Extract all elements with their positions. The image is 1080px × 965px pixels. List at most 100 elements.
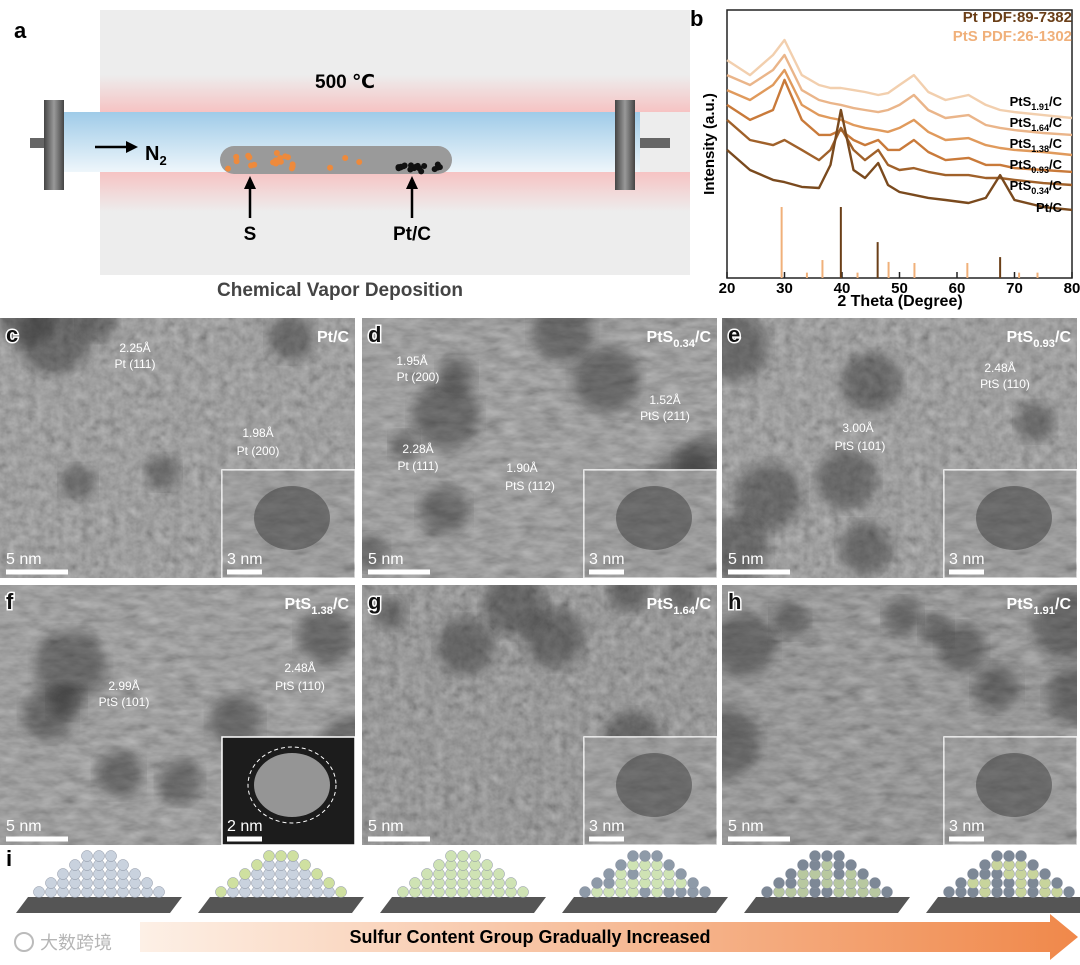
sulfur-particle [233, 158, 240, 165]
atom [81, 850, 93, 862]
atom [615, 859, 627, 871]
atom [481, 859, 493, 871]
atom [275, 850, 287, 862]
inset-scale-label: 2 nm [227, 818, 263, 835]
particle [34, 630, 107, 702]
lattice-note: 2.48Å [984, 360, 1015, 375]
sample-label: PtS1.91/C [1007, 596, 1072, 617]
particle [839, 522, 893, 575]
scale-label: 5 nm [728, 818, 764, 835]
particle [722, 613, 776, 677]
panel-letter: d [368, 322, 381, 347]
inset-scale-label: 3 nm [949, 818, 985, 835]
particle [771, 601, 809, 639]
sample-label: PtS1.38/C [285, 596, 350, 617]
atom [251, 859, 263, 871]
inset-particle [976, 486, 1052, 550]
sulfur-particle [273, 149, 280, 156]
label-base: PtS [647, 596, 674, 613]
xrd-curve [726, 68, 1073, 157]
atom [45, 877, 57, 889]
x-tick-label: 60 [949, 280, 966, 297]
atom [227, 877, 239, 889]
tem-panel: f PtS1.38/C 2.99Å PtS (101) 2.48Å PtS (110) 5 … [0, 585, 355, 845]
tem-image [722, 318, 1077, 578]
sulfur-particle [288, 165, 295, 172]
atom [239, 868, 251, 880]
subscript: 2 [159, 153, 166, 168]
particle [95, 750, 143, 797]
lattice-note: 1.98Å [242, 425, 273, 440]
flow-arrow-head [126, 141, 138, 153]
sample-label: Pt/C [317, 329, 349, 346]
scale-label: 5 nm [368, 818, 404, 835]
panel-letter: i [6, 846, 12, 871]
tem-image [0, 585, 355, 845]
atom [761, 886, 773, 898]
atom [1051, 877, 1063, 889]
x-tick-label: 80 [1064, 280, 1080, 297]
lattice-note: PtS (101) [835, 439, 886, 453]
substrate [926, 897, 1080, 913]
lattice-note: PtS (110) [980, 377, 1030, 391]
atom [579, 886, 591, 898]
atom [603, 868, 615, 880]
atom [663, 859, 675, 871]
sulfur-particle [251, 161, 258, 168]
particle [920, 613, 952, 646]
scale-label: 5 nm [728, 551, 764, 568]
atom [469, 850, 481, 862]
particle [48, 683, 85, 719]
sulfur-particle [233, 153, 240, 160]
inset-scale-label: 3 nm [589, 551, 625, 568]
subscript: 1.91 [1031, 102, 1049, 112]
lattice-note: 2.25Å [119, 340, 150, 355]
sample-label: PtS1.64/C [647, 596, 712, 617]
particle [722, 318, 768, 381]
tem-panel: d PtS0.34/C 1.95Å Pt (200) 1.52Å PtS (211) 2.2… [362, 318, 717, 578]
sample-label: PtS1.91/C [1010, 94, 1063, 112]
particle [374, 597, 407, 630]
label-base: PtS [1010, 94, 1032, 109]
inset-particle [254, 486, 330, 550]
atom [409, 877, 421, 889]
particle [663, 585, 698, 612]
particle [1016, 402, 1055, 441]
lattice-note: 1.52Å [649, 392, 680, 407]
lattice-note: PtS (110) [275, 679, 325, 693]
label-base: PtS [1010, 157, 1032, 172]
atom [687, 877, 699, 889]
arrow-head [406, 176, 418, 189]
lattice-note: PtS (101) [99, 695, 150, 709]
atom [979, 859, 991, 871]
atom [833, 850, 845, 862]
atom [397, 886, 409, 898]
label-suffix: /C [695, 329, 711, 346]
atom [797, 859, 809, 871]
ptc-particle [395, 164, 402, 171]
inset-scale-label: 3 nm [589, 818, 625, 835]
label-suffix: /C [333, 596, 349, 613]
inset-particle [616, 486, 692, 550]
particle [1033, 590, 1077, 659]
scale-label: 5 nm [6, 551, 42, 568]
xrd-curve [726, 78, 1073, 174]
particle [297, 608, 355, 666]
caption: Sulfur Content Group Gradually Increased [349, 927, 710, 947]
atom [955, 877, 967, 889]
watermark-icon [14, 932, 34, 952]
atom [1015, 850, 1027, 862]
atom [675, 868, 687, 880]
atom [699, 886, 711, 898]
lattice-note: Pt (200) [237, 444, 280, 458]
atom [651, 850, 663, 862]
gas: N [145, 143, 159, 165]
particle [436, 617, 494, 675]
sulfur-particle [284, 154, 291, 161]
label-suffix: /C [1049, 115, 1063, 130]
target-label: Pt/C [393, 224, 431, 245]
atom [117, 859, 129, 871]
sulfur-particle [342, 154, 349, 161]
panel-b: b Intensity (a.u.) 2 Theta (Degree) 20 30… [690, 6, 1080, 310]
